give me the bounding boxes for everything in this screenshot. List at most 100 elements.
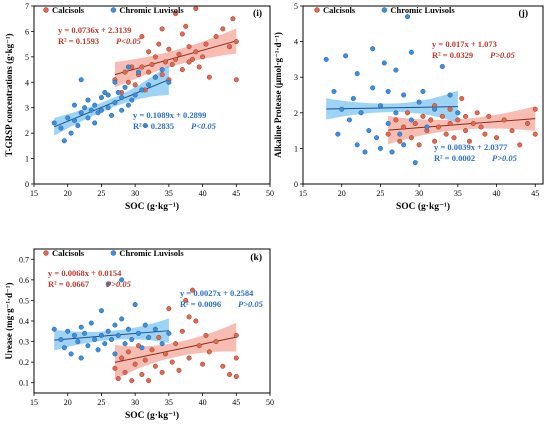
data-point-luvisols [374, 135, 380, 141]
data-point-calcisols [455, 117, 461, 123]
data-point-luvisols [92, 337, 98, 343]
data-point-calcisols [494, 135, 500, 141]
p-value-calcisols: P>0.05 [490, 50, 516, 60]
data-point-calcisols [142, 357, 148, 363]
x-axis-title: SOC (g·kg⁻¹) [125, 410, 179, 421]
x-axis-title: SOC (g·kg⁻¹) [396, 201, 450, 212]
x-tick-label: 30 [131, 189, 139, 198]
data-point-luvisols [105, 281, 111, 287]
data-point-luvisols [132, 92, 138, 98]
data-point-luvisols [71, 332, 77, 338]
x-tick-label: 50 [266, 189, 274, 198]
data-point-calcisols [132, 82, 138, 88]
data-point-luvisols [370, 85, 376, 91]
y-tick-label: 6 [25, 27, 29, 36]
data-point-calcisols [432, 138, 438, 144]
r-squared-luvisols: R² = 0.0002 [434, 153, 475, 163]
data-point-calcisols [156, 334, 162, 340]
confidence-band-calcisols [388, 106, 536, 145]
data-point-luvisols [152, 74, 158, 80]
y-tick-label: 1 [294, 144, 298, 153]
data-point-calcisols [233, 77, 239, 83]
data-point-calcisols [112, 365, 118, 371]
x-tick-label: 40 [199, 398, 207, 407]
data-point-calcisols [173, 56, 179, 62]
x-tick-label: 20 [64, 398, 72, 407]
data-point-luvisols [354, 71, 360, 77]
data-point-calcisols [401, 124, 407, 130]
data-point-calcisols [193, 6, 199, 12]
y-tick-label: 2 [25, 129, 29, 138]
data-point-luvisols [58, 337, 64, 343]
data-point-calcisols [447, 106, 453, 112]
data-point-luvisols [75, 123, 81, 129]
y-tick-label: 5 [294, 2, 298, 11]
data-point-calcisols [152, 363, 158, 369]
data-point-calcisols [478, 124, 484, 130]
data-point-luvisols [129, 97, 135, 103]
data-point-calcisols [470, 120, 476, 126]
x-tick-label: 15 [299, 189, 307, 198]
panel-3: 15 20 25 30 35 40 45 50 0.1 0.2 0.3 0.4 0.5 0.6 0.7 SOC… [4, 248, 274, 421]
data-point-luvisols [85, 343, 91, 349]
p-value-calcisols: P<0.05 [116, 36, 142, 46]
data-point-luvisols [98, 107, 104, 113]
data-point-calcisols [179, 67, 185, 73]
panel-label: (k) [250, 252, 262, 263]
data-point-calcisols [459, 96, 465, 102]
data-point-luvisols [65, 115, 71, 121]
y-tick-label: 1 [25, 155, 29, 164]
data-point-calcisols [447, 120, 453, 126]
data-point-luvisols [166, 330, 172, 336]
x-tick-label: 15 [30, 398, 38, 407]
data-point-calcisols [509, 128, 515, 134]
equation-luvisols: y = 0.0027x + 0.2584 [180, 288, 254, 298]
data-point-luvisols [159, 67, 165, 73]
y-tick-label: 0.5 [19, 296, 29, 305]
data-point-luvisols [139, 345, 145, 351]
r-squared-calcisols: R² = 0.1593 [58, 36, 99, 46]
equation-luvisols: y = 0.0039x + 2.0377 [434, 142, 508, 152]
data-point-calcisols [196, 64, 202, 70]
confidence-band-luvisols [54, 64, 169, 136]
data-point-calcisols [439, 113, 445, 119]
data-point-luvisols [408, 49, 414, 55]
p-value-calcisols: P>0.05 [106, 279, 132, 289]
data-point-calcisols [393, 117, 399, 123]
p-value-luvisols: P>0.05 [238, 299, 264, 309]
legend-marker-luvisols [110, 7, 117, 13]
data-point-luvisols [98, 95, 104, 101]
data-point-calcisols [233, 374, 239, 380]
data-point-calcisols [162, 59, 168, 65]
data-point-calcisols [146, 378, 152, 384]
data-point-luvisols [85, 97, 91, 103]
data-point-calcisols [200, 361, 206, 367]
legend-label-luvisols: Chromic Luvisols [119, 5, 184, 15]
data-point-calcisols [132, 361, 138, 367]
data-point-calcisols [220, 363, 226, 369]
data-point-luvisols [61, 345, 67, 351]
data-point-luvisols [112, 351, 118, 357]
y-tick-label: 0.4 [19, 317, 29, 326]
data-point-luvisols [122, 84, 128, 90]
data-point-luvisols [408, 117, 414, 123]
data-point-calcisols [162, 351, 168, 357]
data-point-luvisols [88, 320, 94, 326]
data-point-calcisols [122, 69, 128, 75]
data-point-luvisols [358, 110, 364, 116]
data-point-calcisols [169, 359, 175, 365]
data-point-calcisols [149, 347, 155, 353]
data-point-calcisols [525, 120, 531, 126]
data-point-luvisols [68, 130, 74, 136]
data-point-luvisols [339, 106, 345, 112]
data-point-calcisols [220, 26, 226, 32]
data-point-luvisols [115, 332, 121, 338]
data-point-luvisols [362, 149, 368, 155]
panel-label: (i) [253, 8, 262, 19]
data-point-luvisols [389, 149, 395, 155]
data-point-calcisols [183, 23, 189, 29]
x-tick-label: 25 [97, 398, 105, 407]
data-point-calcisols [125, 79, 131, 85]
legend-marker-calcisols [314, 7, 320, 13]
data-point-luvisols [92, 120, 98, 126]
